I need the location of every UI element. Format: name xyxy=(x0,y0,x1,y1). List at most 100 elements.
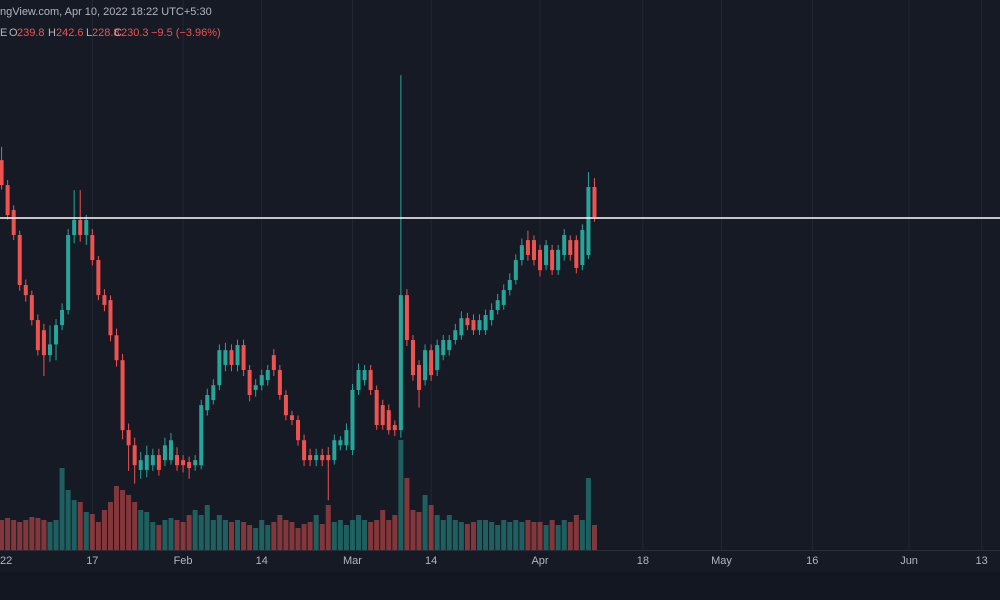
x-tick-label: Apr xyxy=(531,555,548,567)
volume-bar xyxy=(374,520,380,550)
volume-bar xyxy=(0,520,5,550)
volume-bar xyxy=(144,512,150,550)
volume-bar xyxy=(404,478,410,550)
candle-body xyxy=(392,425,397,431)
volume-bar xyxy=(434,515,440,550)
candle-body xyxy=(368,370,373,390)
volume-bar xyxy=(241,522,247,550)
candle-body xyxy=(156,455,161,470)
candle-body xyxy=(78,219,83,236)
volume-bar xyxy=(591,525,597,550)
volume-bar xyxy=(356,515,362,550)
candle-body xyxy=(525,240,530,255)
candle-body xyxy=(168,440,173,461)
candle-body xyxy=(332,440,337,461)
volume-bar xyxy=(531,522,537,550)
candle-body xyxy=(223,350,228,365)
volume-bar xyxy=(53,520,59,550)
candle-body xyxy=(247,370,252,396)
candle-body xyxy=(29,295,34,321)
volume-bar xyxy=(464,524,470,550)
volume-bar xyxy=(343,525,349,550)
candle-body xyxy=(326,455,331,461)
volume-bar xyxy=(525,520,531,550)
volume-bar xyxy=(101,510,107,550)
open-value: 239.8 xyxy=(17,27,45,39)
volume-bar xyxy=(513,520,519,550)
volume-bar xyxy=(198,515,204,550)
candle-body xyxy=(465,318,470,326)
volume-bar xyxy=(253,528,259,550)
volume-bar xyxy=(156,525,162,550)
candle-body xyxy=(96,260,101,296)
candle-body xyxy=(17,235,22,286)
x-tick-label: 14 xyxy=(256,555,268,567)
symbol-suffix: E xyxy=(0,27,7,39)
volume-pane xyxy=(0,440,597,550)
volume-bar xyxy=(325,505,331,550)
volume-bar xyxy=(259,520,265,550)
volume-bar xyxy=(543,525,549,550)
candle-body xyxy=(265,370,270,381)
candle-body xyxy=(84,219,89,236)
volume-bar xyxy=(228,522,234,550)
candle-body xyxy=(283,395,288,416)
volume-bar xyxy=(65,490,71,550)
plot-background xyxy=(0,0,1000,550)
candle-body xyxy=(205,395,210,411)
candle-body xyxy=(374,389,379,426)
candle-body xyxy=(102,295,107,305)
candle-body xyxy=(507,279,512,291)
volume-bar xyxy=(416,512,422,550)
x-tick-label: 22 xyxy=(0,555,12,567)
volume-bar xyxy=(295,528,301,550)
volume-bar xyxy=(337,520,343,550)
candle-body xyxy=(453,330,458,341)
candle-body xyxy=(259,375,264,386)
candle-body xyxy=(556,249,561,271)
ohlc-letter: C xyxy=(114,27,122,39)
candle-body xyxy=(459,318,464,336)
volume-bar xyxy=(573,515,579,550)
candle-body xyxy=(550,249,555,271)
candle-body xyxy=(35,320,40,351)
candle-body xyxy=(90,235,95,261)
volume-bar xyxy=(265,525,271,550)
volume-bar xyxy=(174,520,180,550)
volume-bar xyxy=(561,520,567,550)
volume-bar xyxy=(107,502,113,550)
candle-body xyxy=(495,300,500,310)
candle-body xyxy=(41,330,46,356)
candle-body xyxy=(483,315,488,331)
volume-bar xyxy=(495,525,501,550)
volume-bar xyxy=(41,520,47,550)
volume-bar xyxy=(331,522,337,550)
volume-bar xyxy=(168,518,174,550)
candle-body xyxy=(181,460,186,466)
candle-body xyxy=(568,240,573,255)
volume-bar xyxy=(95,522,101,550)
candle-body xyxy=(289,415,294,420)
volume-bar xyxy=(17,522,23,550)
x-tick-label: 16 xyxy=(806,555,818,567)
volume-bar xyxy=(247,525,253,550)
volume-bar xyxy=(47,522,53,550)
candle-body xyxy=(513,260,518,280)
volume-bar xyxy=(114,486,120,550)
volume-bar xyxy=(585,478,591,550)
volume-bar xyxy=(507,522,513,550)
candle-body xyxy=(302,440,307,461)
candle-body xyxy=(60,309,65,326)
x-tick-label: May xyxy=(711,555,732,567)
volume-bar xyxy=(126,495,132,550)
candle-body xyxy=(586,187,591,255)
volume-bar xyxy=(362,520,368,550)
volume-bar xyxy=(319,524,325,550)
candle-body xyxy=(489,309,494,321)
candle-body xyxy=(308,455,313,461)
volume-bar xyxy=(180,522,186,550)
volume-bar xyxy=(235,520,241,550)
candle-body xyxy=(344,430,349,446)
volume-bar xyxy=(549,520,555,550)
